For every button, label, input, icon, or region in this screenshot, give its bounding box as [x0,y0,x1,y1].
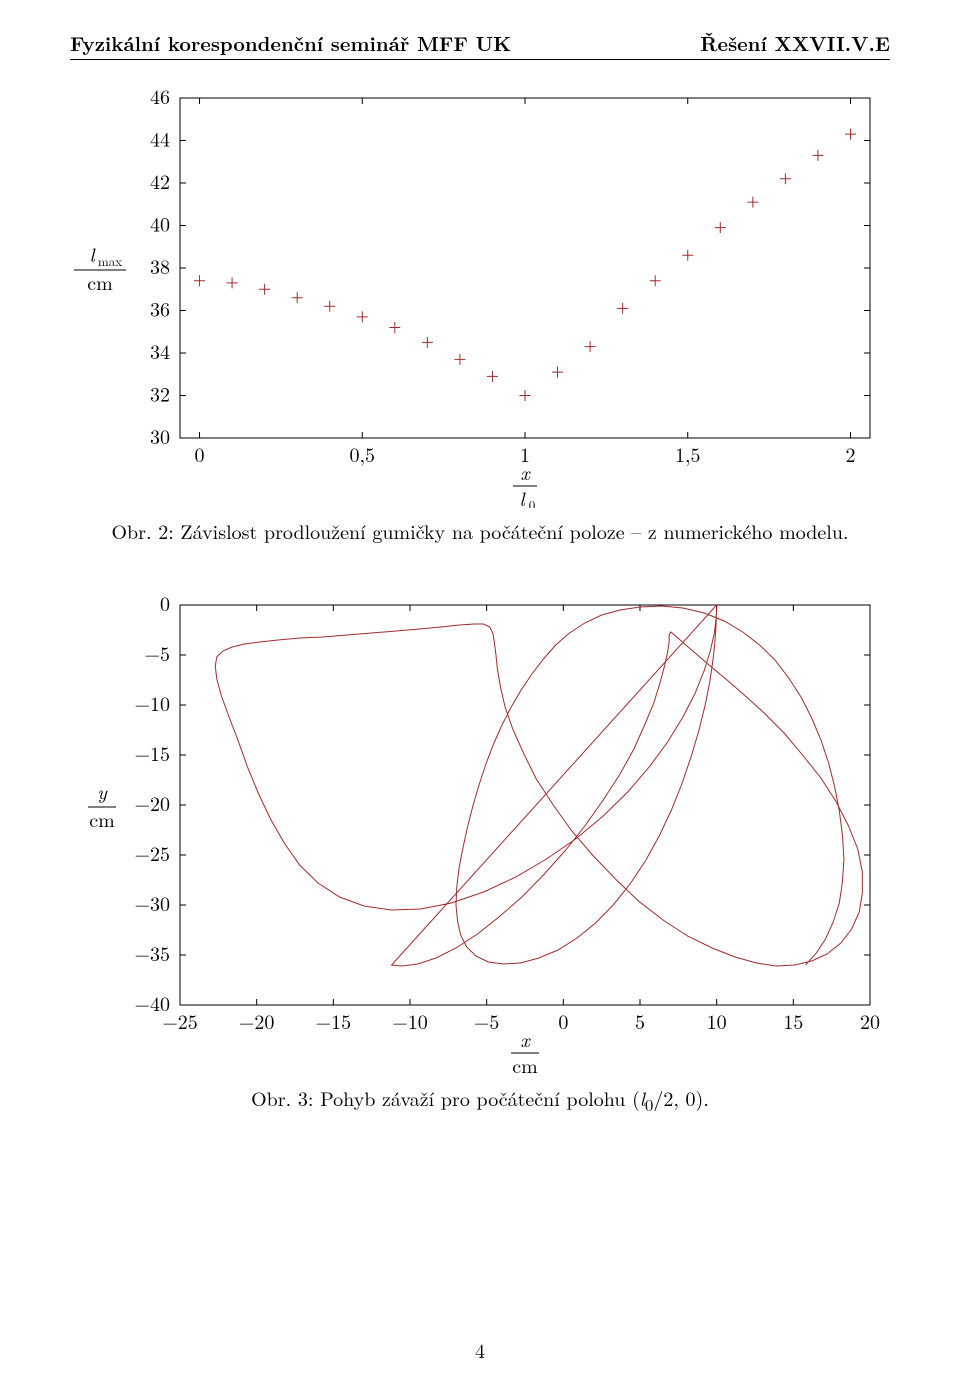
svg-text:38: 38 [150,251,170,280]
svg-text:15: 15 [783,1006,803,1035]
chart2-caption: Obr. 3: Pohyb závaží pro počáteční poloh… [70,1083,890,1116]
svg-text:y: y [97,776,108,805]
page-number: 4 [0,1335,960,1364]
chart1-caption: Obr. 2: Závislost prodloužení gumičky na… [70,516,890,545]
svg-text:l: l [519,483,526,508]
caption2-suffix: /2, 0). [653,1083,709,1112]
svg-text:42: 42 [150,166,170,195]
svg-text:−20: −20 [239,1006,275,1035]
svg-text:cm: cm [89,804,115,833]
header-right: Řešení XXVII.V.E [700,28,890,57]
svg-text:−10: −10 [134,688,170,717]
svg-text:l: l [89,239,96,268]
caption2-text: Obr. 3: Pohyb závaží pro počáteční poloh… [251,1083,640,1112]
svg-text:cm: cm [512,1050,538,1075]
svg-text:−35: −35 [134,938,170,967]
svg-text:x: x [520,1024,531,1053]
svg-text:−30: −30 [134,888,170,917]
svg-text:0: 0 [558,1006,568,1035]
chart2: −40−35−30−25−20−15−10−50−25−20−15−10−505… [70,595,890,1075]
header-left: Fyzikální korespondenční seminář MFF UK [70,28,511,57]
svg-text:−20: −20 [134,788,170,817]
svg-text:5: 5 [635,1006,645,1035]
svg-text:34: 34 [150,336,170,365]
svg-text:−15: −15 [134,738,170,767]
svg-text:0: 0 [160,595,170,617]
svg-text:46: 46 [150,88,170,110]
svg-text:44: 44 [150,124,170,153]
svg-text:0: 0 [529,495,536,508]
svg-text:0,5: 0,5 [349,439,375,468]
svg-text:20: 20 [860,1006,880,1035]
svg-text:10: 10 [707,1006,727,1035]
page: Fyzikální korespondenční seminář MFF UK … [0,0,960,1394]
svg-text:cm: cm [87,267,113,296]
svg-text:36: 36 [150,294,170,323]
svg-text:−10: −10 [392,1006,428,1035]
svg-text:−25: −25 [134,838,170,867]
svg-text:40: 40 [150,209,170,238]
svg-text:−25: −25 [162,1006,198,1035]
svg-text:1,5: 1,5 [675,439,701,468]
svg-text:−15: −15 [316,1006,352,1035]
svg-text:0: 0 [195,439,205,468]
svg-text:−5: −5 [474,1006,500,1035]
page-header: Fyzikální korespondenční seminář MFF UK … [70,28,890,60]
svg-text:32: 32 [150,379,170,408]
svg-text:−5: −5 [144,638,170,667]
chart1: 30323436384042444600,511,52lmaxcmxl0 [70,88,890,508]
svg-text:2: 2 [845,439,855,468]
svg-text:30: 30 [150,421,170,450]
